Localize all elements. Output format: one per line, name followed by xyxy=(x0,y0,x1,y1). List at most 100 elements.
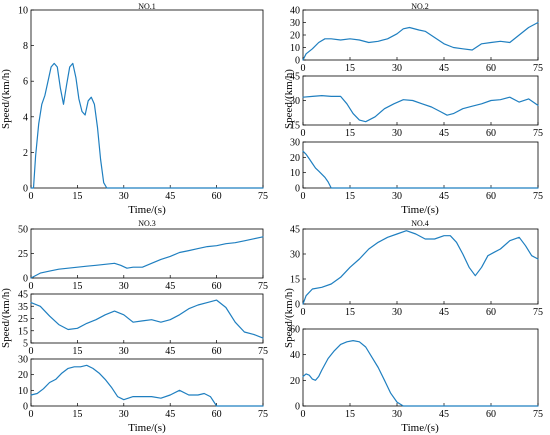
no2-p2-xtick-label: 45 xyxy=(439,128,449,139)
no3-p2-ytick-label: 5 xyxy=(23,339,28,350)
no2-p2-frame xyxy=(302,75,539,126)
no4-p1-xtick-label: 45 xyxy=(439,307,449,318)
no4-p1-xtick-label: 0 xyxy=(301,307,306,318)
no4-p1-frame xyxy=(302,228,539,305)
no3-p1-ytick-label: 25 xyxy=(18,249,28,260)
no2-p3-ytick-label: 20 xyxy=(290,153,300,164)
no1-title: NO.1 xyxy=(138,2,156,11)
no2-p3-xtick-label: 60 xyxy=(486,191,496,202)
no1-xtick-label: 60 xyxy=(212,191,222,202)
no3-p1-xtick-label: 0 xyxy=(29,281,34,292)
no2-xlabel: Time/(s) xyxy=(401,204,439,216)
no3-p3-ytick-label: 10 xyxy=(18,386,28,397)
no2-p2-ytick-label: 45 xyxy=(290,72,300,83)
no2-p2-xtick-label: 60 xyxy=(486,128,496,139)
no3-p2-frame xyxy=(30,293,264,344)
no1-ytick-label: 0 xyxy=(23,184,28,195)
no1-frame xyxy=(30,9,264,189)
no1-ytick-label: 8 xyxy=(23,41,28,52)
no2-p3-ytick-label: 30 xyxy=(290,138,300,149)
no2-p3-xtick-label: 75 xyxy=(533,191,543,202)
no2-p2-xtick-label: 75 xyxy=(533,128,543,139)
no3-p3-xtick-label: 0 xyxy=(29,409,34,420)
no3-p2-xtick-label: 0 xyxy=(29,346,34,357)
no4-p2-ytick-label: 60 xyxy=(290,325,300,336)
no2-p2-series-line xyxy=(302,95,539,123)
no3-p3-frame xyxy=(30,358,264,407)
no3-p3-xtick-label: 30 xyxy=(119,409,129,420)
no3-p3-series-line xyxy=(30,364,264,407)
no2-p3-xtick-label: 30 xyxy=(392,191,402,202)
no4-p1-xtick-label: 75 xyxy=(533,307,543,318)
no1-xtick-label: 15 xyxy=(72,191,82,202)
no3-p3-ytick-label: 30 xyxy=(18,355,28,366)
no3-p2-ytick-label: 15 xyxy=(18,326,28,337)
no2-p1-ytick-label: 30 xyxy=(290,18,300,29)
no4-p1-xtick-label: 30 xyxy=(392,307,402,318)
no4-p2-xtick-label: 30 xyxy=(392,409,402,420)
no2-p3-ytick-label: 0 xyxy=(295,184,300,195)
no4-xlabel: Time/(s) xyxy=(401,422,439,434)
no4-p2-series-line xyxy=(302,340,539,407)
no2-title: NO.2 xyxy=(411,2,429,11)
no1-ylabel: Speed/(km/h) xyxy=(0,69,12,129)
no4-p2-ytick-label: 20 xyxy=(290,376,300,387)
no1-ytick-label: 6 xyxy=(23,77,28,88)
no3-p2-series-line xyxy=(30,299,264,339)
no3-p2-xtick-label: 75 xyxy=(258,346,268,357)
no4-p2-xtick-label: 0 xyxy=(301,409,306,420)
no1-xtick-label: 75 xyxy=(258,191,268,202)
no1-xtick-label: 45 xyxy=(165,191,175,202)
no3-p2-xtick-label: 30 xyxy=(119,346,129,357)
no3-p1-xtick-label: 15 xyxy=(72,281,82,292)
no3-p2-ytick-label: 35 xyxy=(18,302,28,313)
no4-p2-xtick-label: 60 xyxy=(486,409,496,420)
no3-p1-xtick-label: 60 xyxy=(212,281,222,292)
no4-p1-xtick-label: 60 xyxy=(486,307,496,318)
no2-p1-xtick-label: 15 xyxy=(345,63,355,74)
no4-p2-ytick-label: 40 xyxy=(290,350,300,361)
no4-p1-ytick-label: 15 xyxy=(290,275,300,286)
no3-p1-ytick-label: 50 xyxy=(18,225,28,236)
no4-p1-ytick-label: 0 xyxy=(295,300,300,311)
no2-p1-xtick-label: 30 xyxy=(392,63,402,74)
no2-p1-xtick-label: 75 xyxy=(533,63,543,74)
no4-p1-ytick-label: 30 xyxy=(290,250,300,261)
no1-ytick-label: 2 xyxy=(23,148,28,159)
no4-p2-frame xyxy=(302,328,539,407)
no2-p2-xtick-label: 15 xyxy=(345,128,355,139)
no4-title: NO.4 xyxy=(411,219,429,228)
no2-p3-frame xyxy=(302,141,539,189)
no3-title: NO.3 xyxy=(138,219,156,228)
no3-p2-xtick-label: 15 xyxy=(72,346,82,357)
no3-p3-xtick-label: 75 xyxy=(258,409,268,420)
no2-p3-series-line xyxy=(302,150,539,189)
no4-p1-xtick-label: 15 xyxy=(345,307,355,318)
no1-xlabel: Time/(s) xyxy=(128,204,166,216)
no2-p1-xtick-label: 60 xyxy=(486,63,496,74)
no2-p3-xtick-label: 15 xyxy=(345,191,355,202)
no2-p2-xtick-label: 0 xyxy=(301,128,306,139)
no3-p2-ytick-label: 25 xyxy=(18,314,28,325)
no3-xlabel: Time/(s) xyxy=(128,422,166,434)
no2-p1-ytick-label: 10 xyxy=(290,43,300,54)
no4-p1-series-line xyxy=(302,230,539,305)
no2-ylabel: Speed/(km/h) xyxy=(283,69,295,129)
no3-p3-xtick-label: 15 xyxy=(72,409,82,420)
no2-p3-ytick-label: 10 xyxy=(290,168,300,179)
no2-p2-ytick-label: 15 xyxy=(290,121,300,132)
no3-p2-ytick-label: 45 xyxy=(18,290,28,301)
no3-p3-xtick-label: 60 xyxy=(212,409,222,420)
no2-p3-xtick-label: 45 xyxy=(439,191,449,202)
no2-p3-xtick-label: 0 xyxy=(301,191,306,202)
no2-p1-ytick-label: 20 xyxy=(290,31,300,42)
no3-p3-xtick-label: 45 xyxy=(165,409,175,420)
no1-ytick-label: 4 xyxy=(23,112,28,123)
no2-p2-ytick-label: 30 xyxy=(290,96,300,107)
no2-p1-xtick-label: 0 xyxy=(301,63,306,74)
no1-series-line xyxy=(30,62,264,189)
no1-ytick-label: 10 xyxy=(18,6,28,17)
no3-p1-ytick-label: 0 xyxy=(23,274,28,285)
no3-p3-ytick-label: 20 xyxy=(18,370,28,381)
